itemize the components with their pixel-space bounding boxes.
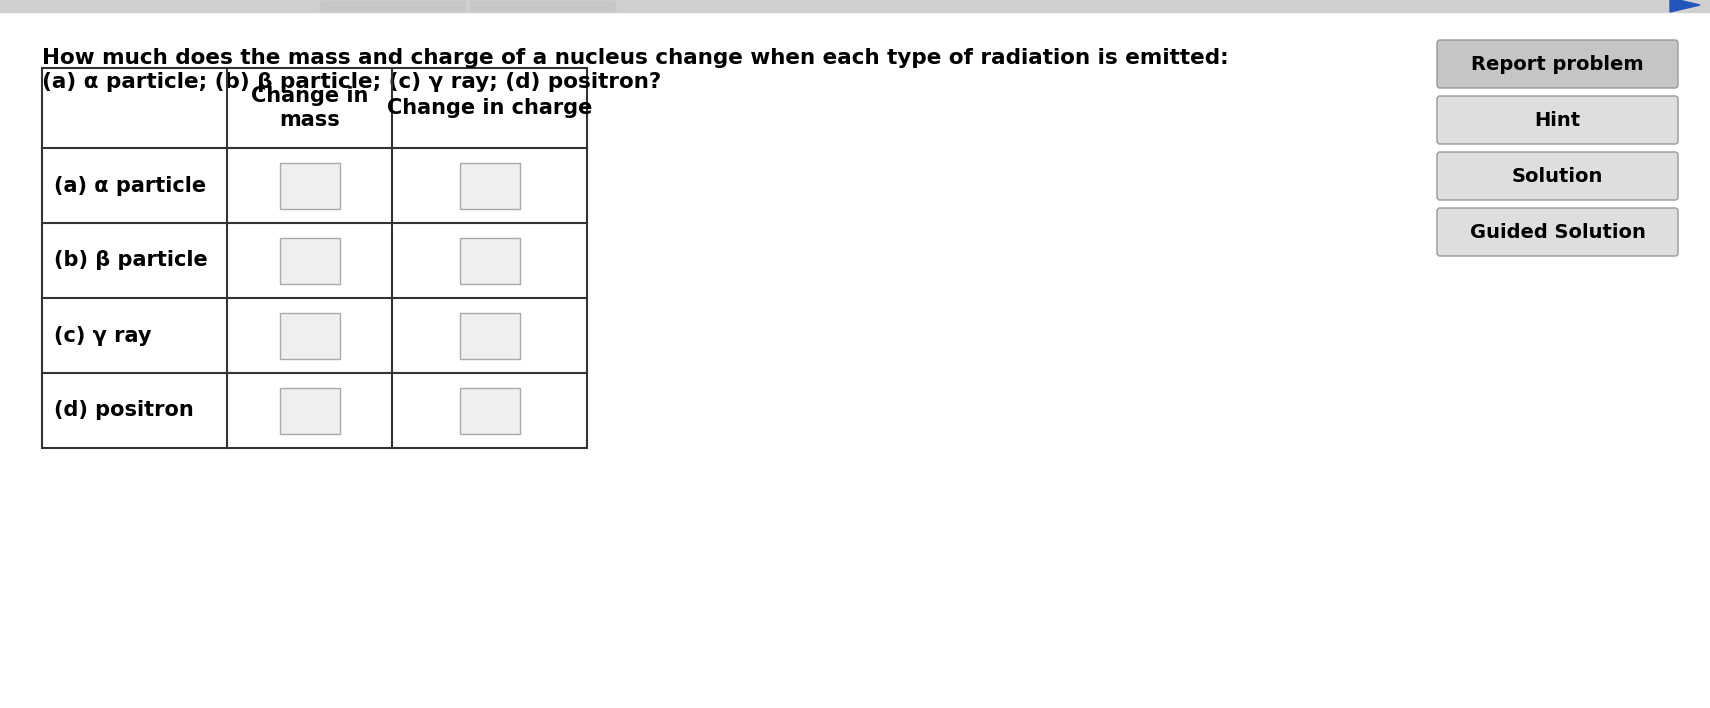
Bar: [0, 0, 1710, 12]
Text: Guided Solution: Guided Solution: [1469, 222, 1645, 241]
Text: Hint: Hint: [1534, 110, 1580, 130]
Text: Change in charge: Change in charge: [386, 98, 592, 118]
Text: (c) γ ray: (c) γ ray: [55, 326, 152, 346]
Text: Change in
mass: Change in mass: [251, 86, 368, 130]
FancyBboxPatch shape: [1436, 96, 1678, 144]
Bar: [460, 237, 520, 283]
Text: (a) α particle; (b) β particle; (c) γ ray; (d) positron?: (a) α particle; (b) β particle; (c) γ ra…: [43, 72, 662, 92]
Bar: [279, 312, 340, 358]
Text: Solution: Solution: [1512, 166, 1604, 185]
Bar: [470, 1, 616, 11]
Text: (a) α particle: (a) α particle: [55, 176, 207, 195]
Text: (b) β particle: (b) β particle: [55, 251, 207, 270]
Text: How much does the mass and charge of a nucleus change when each type of radiatio: How much does the mass and charge of a n…: [43, 48, 1228, 68]
Text: Report problem: Report problem: [1471, 55, 1643, 74]
FancyBboxPatch shape: [1436, 40, 1678, 88]
Bar: [279, 387, 340, 433]
Bar: [460, 387, 520, 433]
FancyBboxPatch shape: [1436, 152, 1678, 200]
Bar: [320, 1, 465, 11]
Polygon shape: [1671, 0, 1700, 12]
Bar: [279, 163, 340, 208]
Text: (d) positron: (d) positron: [55, 401, 193, 421]
Bar: [43, 68, 587, 448]
Bar: [279, 237, 340, 283]
Bar: [460, 163, 520, 208]
Bar: [460, 312, 520, 358]
FancyBboxPatch shape: [1436, 208, 1678, 256]
